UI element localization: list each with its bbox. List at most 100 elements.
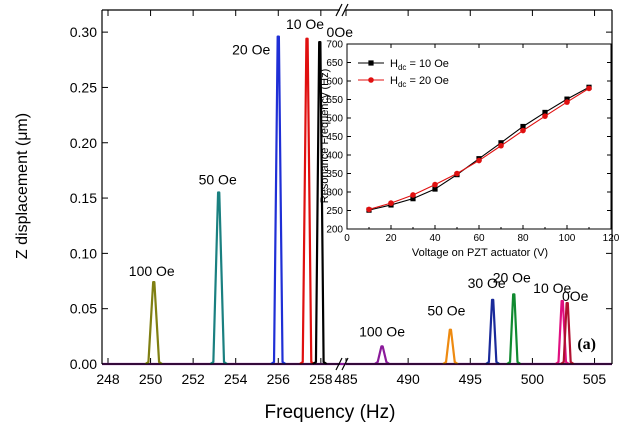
y-tick-label: 0.25 bbox=[70, 79, 97, 95]
inset-y-tick-label: 500 bbox=[326, 114, 343, 125]
axis-break-mark bbox=[335, 3, 343, 17]
x-tick-label: 254 bbox=[224, 371, 248, 387]
inset-x-axis-label: Voltage on PZT actuator (V) bbox=[412, 247, 548, 259]
inset-y-tick-label: 700 bbox=[326, 40, 343, 51]
peak-curve bbox=[506, 293, 522, 365]
inset-data-point bbox=[542, 113, 548, 119]
peak-label: 50 Oe bbox=[199, 172, 237, 188]
x-tick-label: 250 bbox=[139, 371, 163, 387]
legend-rest: = 10 Oe bbox=[406, 58, 449, 70]
inset-y-tick-label: 450 bbox=[326, 132, 343, 143]
inset-data-point bbox=[366, 206, 372, 213]
x-tick-label: 505 bbox=[583, 371, 607, 387]
main-y-axis-label: Z displacement (μm) bbox=[14, 113, 31, 259]
legend-main: H bbox=[390, 58, 398, 70]
peak-curve bbox=[209, 191, 228, 365]
peak-label: 0Oe bbox=[327, 24, 354, 40]
inset-x-tick-label: 60 bbox=[473, 233, 485, 244]
x-tick-label: 252 bbox=[181, 371, 205, 387]
inset-series bbox=[366, 84, 592, 213]
legend-main: H bbox=[390, 75, 398, 87]
inset-y-tick-label: 300 bbox=[326, 188, 343, 199]
axis-break-mark bbox=[341, 3, 349, 17]
inset-y-tick-label: 250 bbox=[326, 206, 343, 217]
inset-x-tick-label: 100 bbox=[559, 233, 576, 244]
peak-curve bbox=[144, 281, 163, 365]
panel-label: (a) bbox=[577, 336, 596, 353]
peak-label: 0Oe bbox=[562, 288, 589, 304]
peak-label: 20 Oe bbox=[232, 42, 270, 58]
axis-break-mark bbox=[341, 357, 349, 371]
inset-data-point bbox=[432, 181, 438, 188]
legend-rest: = 20 Oe bbox=[406, 75, 449, 87]
inset-data-point bbox=[432, 186, 438, 192]
axis-break-mark bbox=[335, 357, 343, 371]
inset-x-tick-label: 80 bbox=[517, 233, 529, 244]
main-plot-frame bbox=[101, 3, 613, 371]
peak-curve bbox=[312, 40, 328, 365]
inset-axis-ticks bbox=[346, 43, 612, 230]
y-tick-label: 0.15 bbox=[70, 190, 97, 206]
peak-curve bbox=[485, 298, 500, 365]
peak-curve bbox=[442, 328, 459, 365]
inset-data-point bbox=[564, 96, 570, 102]
inset-data-point bbox=[542, 109, 548, 116]
inset-data-point bbox=[454, 170, 460, 177]
legend-marker bbox=[368, 60, 374, 66]
peak-label: 10 Oe bbox=[286, 16, 324, 32]
legend-subscript: dc bbox=[398, 80, 406, 89]
y-tick-label: 0.00 bbox=[70, 356, 97, 372]
legend-entry: Hdc = 10 Oe bbox=[390, 58, 449, 72]
peak-curve bbox=[299, 37, 315, 365]
inset-x-tick-label: 40 bbox=[429, 233, 441, 244]
peak-label: 50 Oe bbox=[427, 303, 465, 319]
peak-curve bbox=[270, 35, 287, 365]
peak-curve bbox=[560, 302, 575, 365]
legend-subscript: dc bbox=[398, 63, 406, 72]
inset-data-point bbox=[498, 142, 504, 149]
peak-label: 30 Oe bbox=[468, 275, 506, 291]
peak-label: 100 Oe bbox=[129, 263, 175, 279]
peak-curve bbox=[554, 299, 570, 365]
x-tick-label: 248 bbox=[96, 371, 120, 387]
inset-tick-labels: 0 20 40 60 80 100 120 200 250 300 350 400 450 500 550 6… bbox=[326, 40, 619, 245]
peak-label: 10 Oe bbox=[533, 280, 571, 296]
inset-background bbox=[343, 44, 611, 228]
inset-x-tick-label: 0 bbox=[344, 233, 350, 244]
main-tick-labels: 0.00 0.05 0.10 0.15 0.20 0.25 0.30 248 250 252 254… bbox=[70, 24, 607, 387]
inset-data-point bbox=[498, 140, 504, 146]
inset-y-axis-label: Resonance Frequency (Hz) bbox=[319, 69, 331, 204]
inset-chart: 0 20 40 60 80 100 120 200 250 300 350 400 450 500 550 6… bbox=[319, 40, 620, 260]
inset-y-tick-label: 400 bbox=[326, 151, 343, 162]
peak-label: 100 Oe bbox=[359, 323, 405, 339]
inset-y-tick-label: 200 bbox=[326, 225, 343, 236]
x-tick-label: 500 bbox=[521, 371, 545, 387]
inset-x-tick-label: 120 bbox=[603, 233, 620, 244]
x-tick-label: 258 bbox=[309, 371, 333, 387]
x-tick-label: 485 bbox=[334, 371, 358, 387]
x-tick-label: 256 bbox=[267, 371, 291, 387]
inset-data-point bbox=[410, 192, 416, 198]
y-tick-label: 0.20 bbox=[70, 135, 97, 151]
inset-data-point bbox=[520, 127, 526, 134]
inset-data-point bbox=[410, 196, 416, 202]
inset-data-point bbox=[564, 99, 570, 105]
peak-curve bbox=[374, 345, 390, 365]
x-tick-label: 495 bbox=[459, 371, 483, 387]
inset-y-tick-label: 550 bbox=[326, 95, 343, 106]
main-x-axis-label: Frequency (Hz) bbox=[265, 402, 396, 423]
legend-marker bbox=[368, 77, 374, 83]
y-tick-label: 0.10 bbox=[70, 245, 97, 261]
inset-data-point bbox=[388, 200, 394, 206]
y-tick-label: 0.30 bbox=[70, 24, 97, 40]
inset-y-tick-label: 600 bbox=[326, 77, 343, 88]
inset-data-point bbox=[520, 123, 526, 130]
x-tick-label: 490 bbox=[396, 371, 420, 387]
inset-y-tick-label: 350 bbox=[326, 169, 343, 180]
inset-y-tick-label: 650 bbox=[326, 58, 343, 69]
inset-x-tick-label: 20 bbox=[385, 233, 397, 244]
inset-data-point bbox=[476, 157, 482, 164]
